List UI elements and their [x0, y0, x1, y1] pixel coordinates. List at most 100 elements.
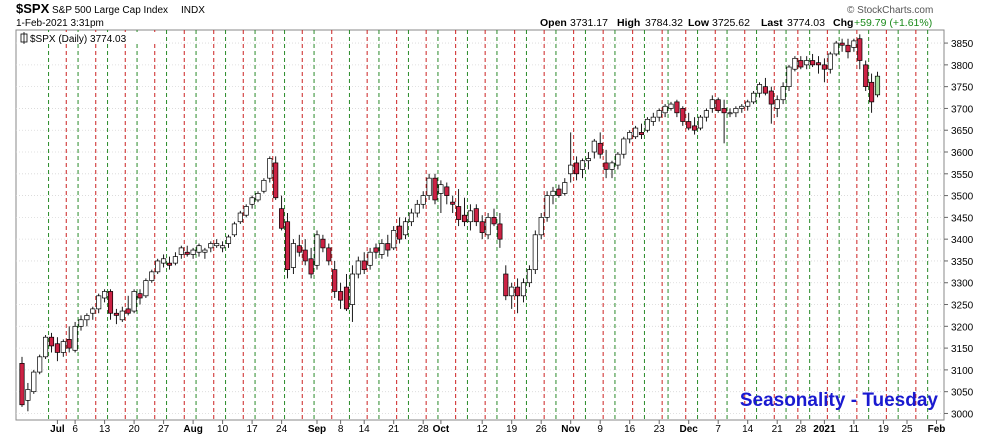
candle [485, 213, 491, 240]
candle-body [31, 371, 37, 393]
candle [255, 191, 261, 203]
candle [703, 108, 709, 122]
candle-body [308, 258, 314, 275]
candle [60, 339, 66, 357]
candle [414, 199, 420, 218]
candle [644, 117, 650, 133]
candle [633, 125, 639, 139]
candle [650, 112, 656, 126]
candle [456, 189, 462, 227]
candle [538, 213, 544, 240]
high-label: High [617, 17, 640, 29]
candle [751, 91, 757, 105]
candle [273, 156, 279, 200]
candle-body [756, 84, 763, 94]
x-tick-label: 2021 [813, 424, 836, 435]
candle-body [798, 60, 804, 68]
candle-body [745, 101, 751, 107]
candle [172, 252, 178, 266]
candle [290, 239, 296, 275]
candle [220, 241, 226, 253]
x-tick-label: 21 [388, 424, 400, 435]
y-tick-label: 3650 [951, 126, 974, 137]
candle [349, 265, 355, 322]
candle [208, 241, 214, 253]
candle-body [54, 343, 60, 353]
candle-body [202, 249, 208, 253]
candle-body [520, 282, 527, 297]
candle [96, 293, 102, 314]
candle-body [526, 269, 532, 284]
candle-body [638, 132, 645, 135]
candles [19, 34, 881, 412]
candle-body [178, 247, 184, 255]
candle-body [768, 90, 774, 105]
candle [674, 99, 680, 118]
candle [90, 306, 96, 320]
candle-body [662, 105, 668, 114]
y-tick-label: 3100 [951, 366, 974, 377]
candle [692, 117, 698, 135]
candle [391, 226, 397, 251]
candle-body [131, 291, 137, 312]
candle-body [60, 341, 66, 353]
candle-body [733, 108, 739, 114]
candle-body [78, 319, 84, 327]
candle-body [290, 243, 296, 268]
candle [107, 289, 114, 320]
candle [562, 178, 568, 196]
candle [202, 247, 208, 259]
candle-body [37, 356, 43, 373]
candle-body [214, 243, 220, 247]
candle-body [532, 234, 538, 271]
candle [515, 278, 521, 314]
x-tick-label: 10 [217, 424, 229, 435]
candle-body [385, 243, 391, 251]
candle-body [184, 251, 190, 255]
candle [804, 56, 810, 70]
candle-body [715, 99, 721, 111]
candle-body [249, 197, 255, 205]
y-tick-label: 3750 [951, 83, 974, 94]
candle [863, 60, 869, 92]
candle-body [332, 269, 338, 292]
x-tick-label: 14 [359, 424, 371, 435]
candle-body [373, 247, 379, 253]
candle-body [739, 105, 745, 109]
candle-body [461, 214, 468, 223]
candle-body [102, 291, 108, 299]
candle [467, 204, 473, 231]
candle [615, 152, 621, 170]
candle-body [420, 195, 426, 205]
candle-body [119, 310, 125, 321]
candle [78, 315, 84, 331]
candle-body [391, 230, 397, 249]
high-value: 3784.32 [645, 17, 683, 29]
y-tick-label: 3200 [951, 322, 974, 333]
candle-body [815, 62, 822, 66]
candle [161, 254, 167, 268]
candle [450, 195, 456, 214]
candle [869, 73, 875, 113]
candle [579, 158, 586, 179]
candle-body [827, 53, 833, 70]
candle-body [780, 86, 786, 101]
candle [810, 53, 816, 68]
candle [851, 38, 857, 52]
candle-body [161, 258, 167, 264]
candle [597, 132, 603, 159]
candle-body [497, 223, 503, 240]
candle-body [751, 92, 757, 103]
candle-body [568, 164, 574, 175]
candle [102, 289, 108, 303]
y-tick-label: 3700 [951, 104, 974, 115]
candle [302, 239, 308, 266]
candle [727, 108, 733, 118]
candle [574, 156, 580, 181]
candle-body [762, 86, 768, 94]
low-label: Low [688, 17, 710, 29]
candle [745, 99, 751, 111]
candle [461, 197, 468, 227]
candle-body [650, 116, 656, 122]
y-tick-label: 3850 [951, 39, 974, 50]
